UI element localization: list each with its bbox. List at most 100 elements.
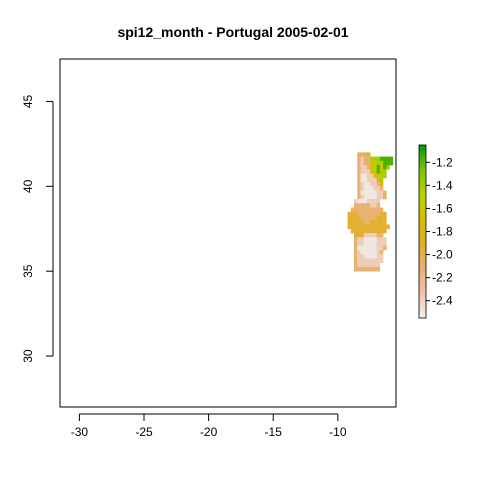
raster-cell bbox=[370, 190, 374, 196]
raster-cell bbox=[354, 254, 358, 259]
raster-cell bbox=[389, 160, 394, 166]
raster-cell bbox=[357, 220, 361, 225]
raster-cell bbox=[379, 182, 384, 187]
raster-cell bbox=[383, 194, 387, 200]
x-axis: -30 -25 -20 -15 -10 bbox=[71, 413, 347, 439]
raster-cell bbox=[357, 262, 361, 268]
raster-cell bbox=[373, 169, 377, 174]
raster-cell bbox=[350, 211, 355, 217]
raster-cell bbox=[379, 207, 384, 213]
raster-cell bbox=[363, 241, 368, 247]
raster-cell bbox=[354, 262, 358, 268]
raster-cell bbox=[370, 173, 374, 179]
raster-cell bbox=[383, 245, 387, 251]
raster-cell bbox=[370, 237, 374, 242]
raster-cell bbox=[376, 258, 381, 264]
raster-cell bbox=[370, 177, 374, 183]
raster-cell bbox=[370, 233, 374, 238]
raster-cell bbox=[379, 216, 384, 221]
raster-cell bbox=[379, 224, 384, 230]
raster-cell bbox=[376, 207, 381, 213]
raster-cell bbox=[357, 237, 361, 242]
raster-cell bbox=[363, 266, 368, 272]
raster-cell bbox=[360, 156, 364, 162]
raster-cell bbox=[376, 254, 381, 259]
raster-cell bbox=[350, 224, 355, 230]
raster-cell bbox=[366, 190, 371, 196]
raster-cell bbox=[376, 266, 381, 272]
raster-cell bbox=[360, 203, 364, 208]
raster-cell bbox=[389, 156, 394, 162]
raster-cell bbox=[373, 220, 377, 225]
raster-cell bbox=[357, 224, 361, 230]
raster-cell bbox=[357, 203, 361, 208]
raster-cell bbox=[376, 237, 381, 242]
raster-cell bbox=[379, 177, 384, 183]
raster-cell bbox=[350, 207, 355, 213]
raster-cell bbox=[370, 258, 374, 264]
raster-cell bbox=[357, 254, 361, 259]
raster-cell bbox=[360, 220, 364, 225]
raster-cell bbox=[360, 245, 364, 251]
raster-cell bbox=[373, 194, 377, 200]
raster-cell bbox=[360, 177, 364, 183]
raster-cell bbox=[354, 207, 358, 213]
raster-cell bbox=[354, 245, 358, 251]
raster-cell bbox=[360, 207, 364, 213]
raster-cell bbox=[376, 186, 381, 191]
raster-cell bbox=[357, 258, 361, 264]
raster-cell bbox=[370, 199, 374, 204]
raster-cell bbox=[376, 194, 381, 200]
y-tick-label: 45 bbox=[21, 94, 35, 108]
plot-area bbox=[59, 58, 397, 408]
raster-cell bbox=[383, 165, 387, 170]
raster-cell bbox=[366, 182, 371, 187]
raster-cell bbox=[363, 182, 368, 187]
raster-cell bbox=[376, 190, 381, 196]
raster-cell bbox=[366, 249, 371, 255]
x-tick-label: -20 bbox=[200, 425, 218, 439]
raster-cell bbox=[370, 156, 374, 162]
raster-cell bbox=[373, 156, 377, 162]
x-tick-label: -25 bbox=[135, 425, 153, 439]
raster-cell bbox=[376, 199, 381, 204]
raster-cell bbox=[373, 173, 377, 179]
raster-cell bbox=[354, 241, 358, 247]
raster-cell bbox=[360, 199, 364, 204]
raster-cell bbox=[376, 169, 381, 174]
raster-cell bbox=[373, 190, 377, 196]
raster-cell bbox=[347, 224, 352, 230]
raster-cell bbox=[366, 160, 371, 166]
raster-cell bbox=[350, 228, 355, 234]
raster-cell bbox=[360, 249, 364, 255]
legend-colorbar bbox=[418, 144, 427, 319]
raster-cell bbox=[370, 165, 374, 170]
raster-cell bbox=[363, 262, 368, 268]
raster-cell bbox=[366, 266, 371, 272]
raster-cell bbox=[386, 224, 390, 230]
raster-cell bbox=[376, 228, 381, 234]
y-axis: 30 35 40 45 bbox=[21, 94, 54, 363]
raster-cell bbox=[363, 156, 368, 162]
raster-cell bbox=[366, 237, 371, 242]
raster-cell bbox=[383, 211, 387, 217]
legend-tick-label: -2.2 bbox=[432, 271, 453, 285]
y-tick-label: 40 bbox=[21, 179, 35, 193]
raster-cell bbox=[363, 177, 368, 183]
raster-cell bbox=[366, 245, 371, 251]
legend-tick-label: -1.2 bbox=[432, 155, 453, 169]
raster-cell bbox=[376, 177, 381, 183]
raster-cell bbox=[373, 177, 377, 183]
raster-cell bbox=[383, 228, 387, 234]
raster-cell bbox=[379, 249, 384, 255]
raster-cell bbox=[386, 165, 390, 170]
raster-cell bbox=[379, 156, 384, 162]
raster-cell bbox=[379, 190, 384, 196]
chart-title: spi12_month - Portugal 2005-02-01 bbox=[117, 24, 348, 40]
raster-cell bbox=[373, 266, 377, 272]
raster-cell bbox=[357, 199, 361, 204]
raster-cell bbox=[370, 220, 374, 225]
raster-cell bbox=[360, 254, 364, 259]
raster-cell bbox=[366, 211, 371, 217]
